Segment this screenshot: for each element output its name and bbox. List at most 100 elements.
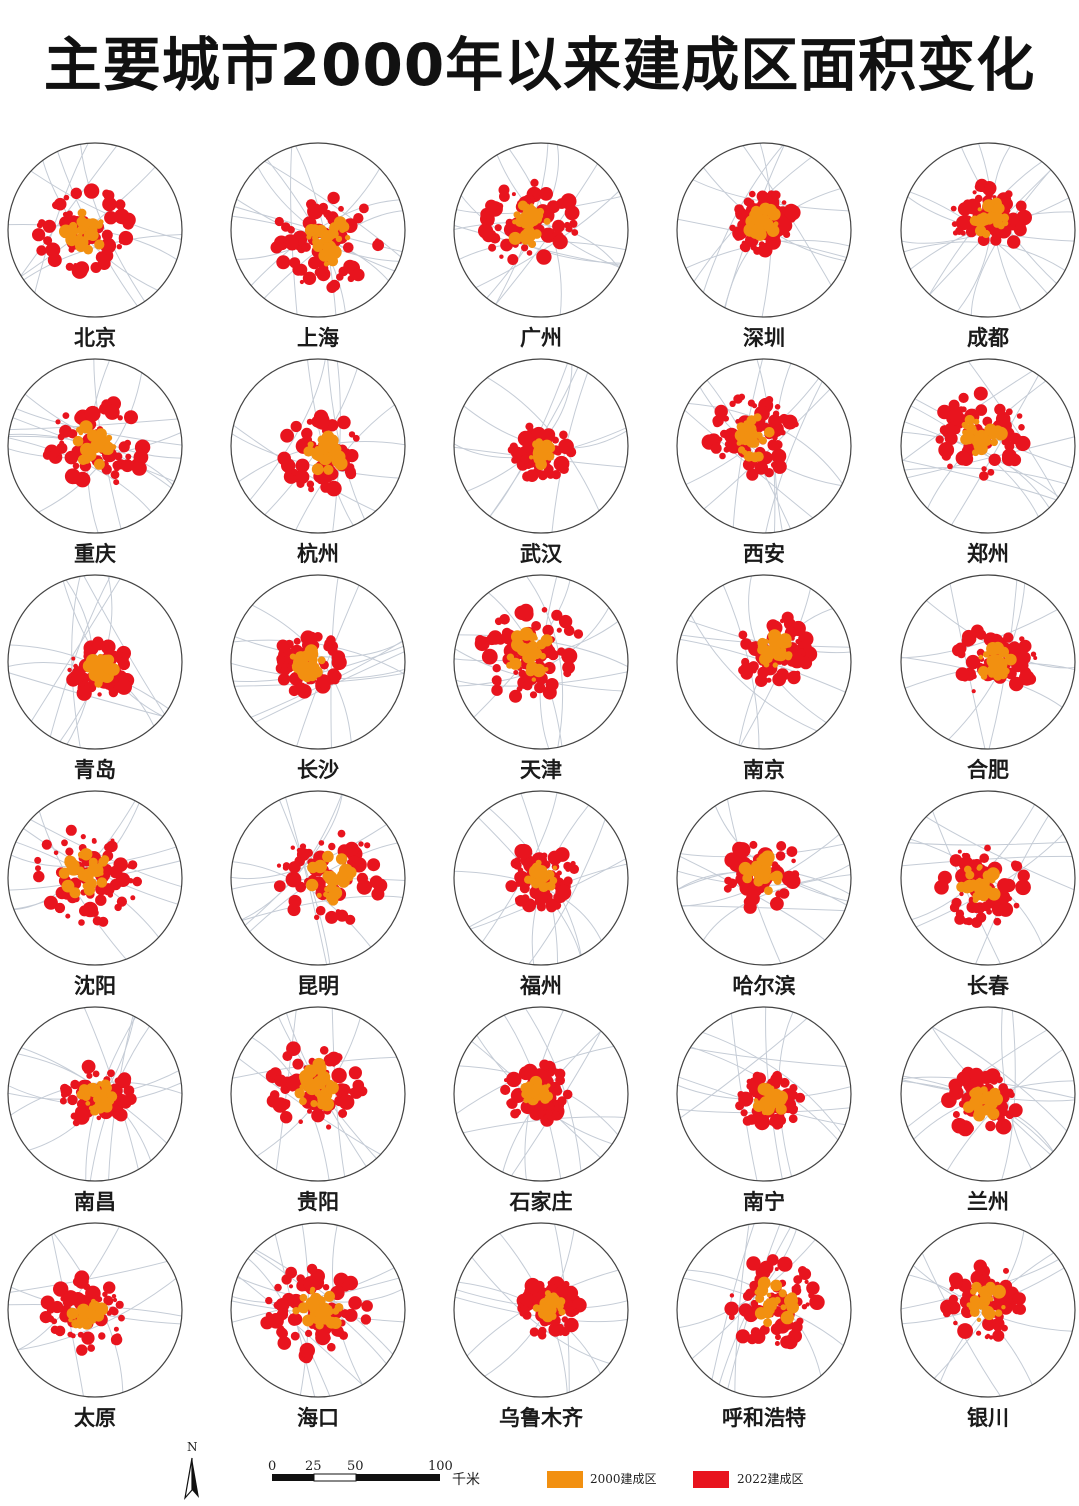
city-panel: 石家庄 bbox=[451, 1004, 631, 1219]
city-map bbox=[7, 142, 183, 318]
city-label: 长春 bbox=[967, 974, 1009, 998]
city-map bbox=[230, 358, 406, 534]
city-label: 哈尔滨 bbox=[732, 974, 796, 998]
built-area-2000 bbox=[506, 627, 553, 682]
built-area-2000 bbox=[529, 438, 556, 471]
north-arrow-icon bbox=[184, 1457, 199, 1501]
city-map bbox=[900, 574, 1076, 750]
city-panel: 深圳 bbox=[674, 140, 854, 355]
road-network bbox=[677, 359, 851, 533]
scale-bar bbox=[272, 1473, 440, 1482]
city-map bbox=[453, 358, 629, 534]
legend-swatch-2000 bbox=[547, 1471, 583, 1488]
city-panel: 北京 bbox=[5, 140, 185, 355]
legend-swatch-2022 bbox=[693, 1471, 729, 1488]
city-label: 广州 bbox=[520, 326, 562, 350]
map-circle-border bbox=[900, 1006, 1076, 1182]
map-circle-border bbox=[676, 1222, 852, 1398]
map-circle-border bbox=[676, 358, 852, 534]
city-map bbox=[900, 358, 1076, 534]
map-circle-border bbox=[7, 358, 183, 534]
city-map bbox=[7, 358, 183, 534]
city-label: 南昌 bbox=[74, 1190, 116, 1214]
map-circle-border bbox=[676, 142, 852, 318]
city-panel: 武汉 bbox=[451, 356, 631, 571]
city-panel: 成都 bbox=[898, 140, 1078, 355]
city-panel: 郑州 bbox=[898, 356, 1078, 571]
built-area-2000 bbox=[969, 197, 1010, 239]
built-area-2000 bbox=[532, 1290, 566, 1323]
built-area-2000 bbox=[963, 1086, 1003, 1122]
city-label: 长沙 bbox=[297, 758, 339, 782]
city-panel: 福州 bbox=[451, 788, 631, 1003]
city-map bbox=[900, 142, 1076, 318]
city-map bbox=[230, 574, 406, 750]
map-circle-border bbox=[230, 574, 406, 750]
built-area-2000 bbox=[966, 1281, 1006, 1322]
built-area-2000 bbox=[978, 641, 1017, 681]
city-label: 杭州 bbox=[297, 542, 339, 566]
city-panel: 上海 bbox=[228, 140, 408, 355]
map-circle-border bbox=[230, 1006, 406, 1182]
built-area-2000 bbox=[76, 1079, 118, 1116]
city-map bbox=[676, 1222, 852, 1398]
city-map bbox=[453, 142, 629, 318]
city-label: 沈阳 bbox=[74, 974, 116, 998]
city-map bbox=[453, 1222, 629, 1398]
city-label: 武汉 bbox=[520, 542, 562, 566]
map-circle-border bbox=[230, 358, 406, 534]
city-map bbox=[900, 1006, 1076, 1182]
built-area-2000 bbox=[754, 1276, 799, 1327]
city-panel: 广州 bbox=[451, 140, 631, 355]
map-circle-border bbox=[900, 574, 1076, 750]
city-panel: 哈尔滨 bbox=[674, 788, 854, 1003]
city-panel: 长沙 bbox=[228, 572, 408, 787]
city-label: 贵阳 bbox=[297, 1190, 339, 1214]
map-circle-border bbox=[900, 142, 1076, 318]
city-label: 南宁 bbox=[743, 1190, 785, 1214]
map-circle-border bbox=[453, 1222, 629, 1398]
city-label: 石家庄 bbox=[509, 1190, 573, 1214]
city-map bbox=[453, 790, 629, 966]
map-legend: N 0 25 50 100 千米 2000建成区 2022建成区 bbox=[0, 1440, 1079, 1506]
map-circle-border bbox=[7, 574, 183, 750]
city-panel: 青岛 bbox=[5, 572, 185, 787]
built-area-2000 bbox=[66, 1298, 109, 1330]
city-panel: 昆明 bbox=[228, 788, 408, 1003]
north-label: N bbox=[187, 1440, 198, 1454]
city-map bbox=[7, 574, 183, 750]
map-circle-border bbox=[230, 142, 406, 318]
city-label: 上海 bbox=[297, 326, 339, 350]
page-title: 主要城市2000年以来建成区面积变化 bbox=[43, 31, 1036, 99]
built-area-2000 bbox=[294, 1057, 339, 1112]
built-area-2000 bbox=[82, 653, 120, 688]
scale-tick-25: 25 bbox=[305, 1459, 322, 1474]
map-circle-border bbox=[676, 1006, 852, 1182]
map-circle-border bbox=[900, 1222, 1076, 1398]
map-circle-border bbox=[453, 790, 629, 966]
built-area-2000 bbox=[738, 850, 783, 895]
map-circle-border bbox=[453, 358, 629, 534]
city-panel: 贵阳 bbox=[228, 1004, 408, 1219]
map-circle-border bbox=[7, 1006, 183, 1182]
built-area-2000 bbox=[58, 848, 110, 899]
city-map bbox=[676, 142, 852, 318]
scale-tick-100: 100 bbox=[428, 1459, 453, 1474]
city-map bbox=[230, 142, 406, 318]
map-circle-border bbox=[900, 790, 1076, 966]
city-label: 青岛 bbox=[74, 758, 116, 782]
built-area-2000 bbox=[734, 413, 775, 463]
built-area-2000 bbox=[508, 200, 551, 249]
city-panel: 沈阳 bbox=[5, 788, 185, 1003]
built-area-2000 bbox=[72, 420, 117, 470]
built-area-2000 bbox=[956, 864, 1001, 903]
city-label: 兰州 bbox=[967, 1190, 1009, 1214]
map-circle-border bbox=[7, 1222, 183, 1398]
city-panel: 西安 bbox=[674, 356, 854, 571]
built-area-2000 bbox=[524, 859, 558, 893]
city-label: 合肥 bbox=[967, 758, 1009, 782]
city-panel: 银川 bbox=[898, 1220, 1078, 1435]
city-map bbox=[453, 574, 629, 750]
city-panel: 兰州 bbox=[898, 1004, 1078, 1219]
